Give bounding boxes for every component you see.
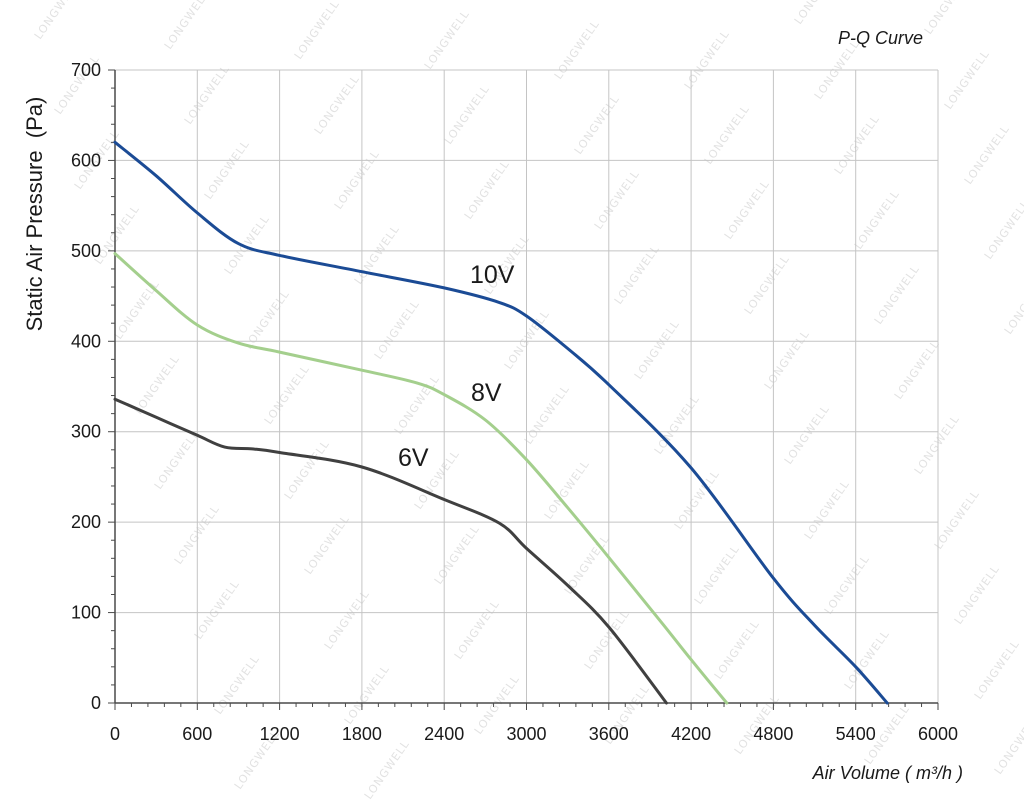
x-axis-title: Air Volume ( m³/h ) [812, 763, 963, 783]
y-tick-label: 600 [71, 150, 101, 170]
x-tick-label: 2400 [424, 724, 464, 744]
series-label-10v: 10V [470, 261, 515, 289]
y-tick-label: 100 [71, 603, 101, 623]
x-tick-label: 3000 [506, 724, 546, 744]
y-tick-label: 500 [71, 241, 101, 261]
series-label-layer: 10V 8V 6V [398, 261, 515, 472]
x-tick-label: 3600 [589, 724, 629, 744]
y-tick-label: 200 [71, 512, 101, 532]
series-label-8v: 8V [471, 379, 502, 407]
y-axis-title: Static Air Pressure (Pa) [22, 97, 47, 332]
chart-title: P-Q Curve [838, 28, 923, 48]
x-tick-label: 4200 [671, 724, 711, 744]
series-layer [113, 140, 889, 705]
x-tick-label: 1200 [260, 724, 300, 744]
y-tick-label: 300 [71, 422, 101, 442]
series-label-6v: 6V [398, 444, 429, 472]
x-tick-label: 600 [182, 724, 212, 744]
y-tick-label: 0 [91, 693, 101, 713]
y-tick-label: 700 [71, 60, 101, 80]
series-line-6v [113, 397, 668, 705]
x-tick-label: 1800 [342, 724, 382, 744]
y-tick-label: 400 [71, 331, 101, 351]
x-tick-label: 0 [110, 724, 120, 744]
series-line-10v [113, 140, 889, 705]
series-line-8v [113, 252, 729, 705]
x-tick-label: 5400 [836, 724, 876, 744]
axis-layer: 0 600 1200 1800 2400 3000 3600 4200 4800 5400 6000… [71, 60, 958, 744]
x-tick-label: 4800 [753, 724, 793, 744]
x-tick-label: 6000 [918, 724, 958, 744]
